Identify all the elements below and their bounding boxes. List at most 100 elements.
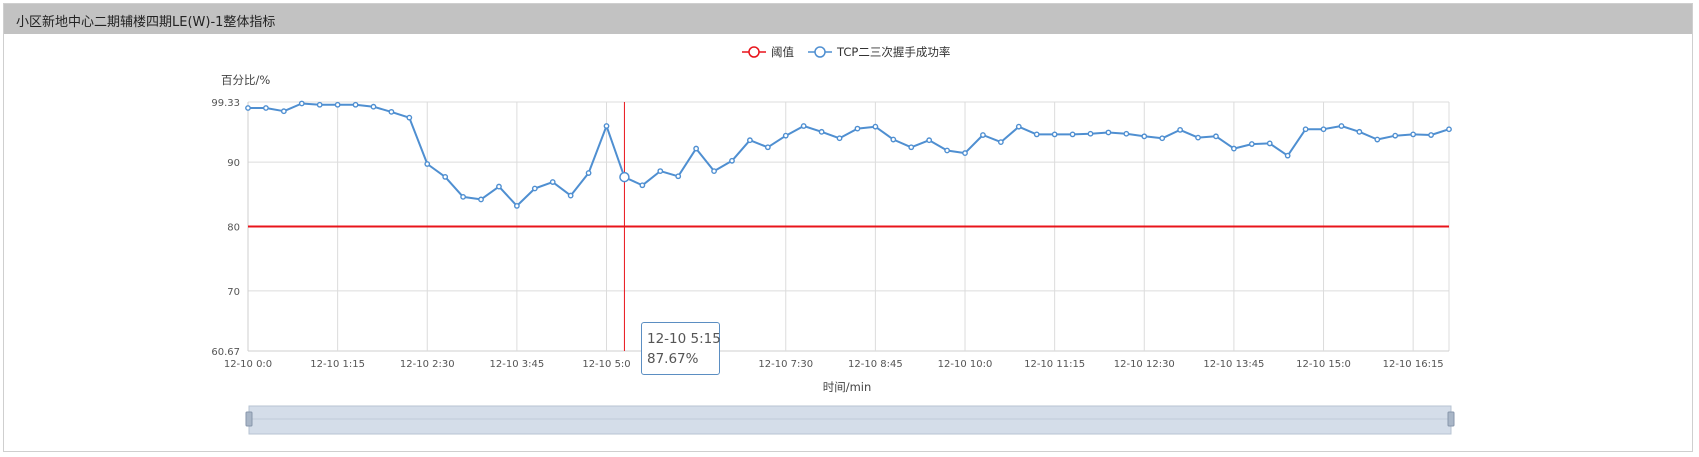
- data-point: [478, 196, 484, 203]
- data-point: [657, 168, 664, 175]
- data-point: [316, 101, 323, 108]
- data-point: [1033, 131, 1040, 138]
- x-axis-label: 时间/min: [823, 380, 872, 394]
- x-tick-label: 12-10 10:0: [938, 359, 993, 370]
- data-point: [926, 137, 933, 144]
- y-axis-label: 百分比/%: [221, 73, 270, 87]
- data-point: [1284, 152, 1291, 159]
- data-point: [1392, 132, 1399, 139]
- y-tick-label: 70: [227, 287, 240, 298]
- x-tick-label: 12-10 0:0: [224, 359, 272, 370]
- panel-header: 小区新地中心二期辅楼四期LE(W)-1整体指标: [4, 4, 1692, 34]
- y-tick-label: 99.33: [211, 98, 240, 109]
- data-point: [980, 132, 986, 138]
- tooltip-time: 12-10 5:15: [647, 331, 721, 347]
- legend-item[interactable]: TCP二三次握手成功率: [808, 45, 950, 59]
- slider-left-handle[interactable]: [245, 411, 253, 427]
- x-tick-label: 12-10 8:45: [848, 359, 903, 370]
- data-point: [1141, 133, 1148, 140]
- series-layer: [245, 100, 1452, 351]
- data-point: [370, 103, 377, 110]
- data-point: [764, 144, 771, 151]
- legend-item[interactable]: 阈值: [742, 45, 794, 59]
- legend-marker-icon: [814, 46, 826, 58]
- x-tick-label: 12-10 12:30: [1114, 359, 1175, 370]
- slider-right-handle[interactable]: [1447, 411, 1455, 427]
- x-tick-label: 12-10 1:15: [310, 359, 365, 370]
- highlight-point: [619, 171, 630, 183]
- data-point: [962, 150, 968, 156]
- data-point: [997, 139, 1004, 146]
- data-zoom-slider[interactable]: [245, 405, 1455, 435]
- data-point: [1015, 123, 1022, 130]
- data-point: [1356, 128, 1363, 135]
- data-point: [496, 183, 502, 190]
- data-point: [531, 185, 538, 192]
- data-point: [442, 174, 449, 180]
- data-point: [585, 170, 592, 176]
- data-point: [1195, 134, 1201, 141]
- x-axis-ticks: 12-10 0:0 12-10 1:15 12-10 2:30 12-10 3:45 1…: [224, 359, 1444, 370]
- data-point: [1051, 131, 1058, 138]
- data-point: [1230, 145, 1237, 152]
- data-point: [693, 145, 700, 152]
- data-point: [836, 135, 843, 142]
- data-point: [424, 161, 431, 167]
- data-point: [872, 123, 879, 130]
- data-point: [352, 101, 359, 108]
- data-point: [747, 137, 753, 144]
- tooltip: 12-10 5:15 87.67%: [641, 322, 721, 375]
- legend-label: 阈值: [771, 45, 794, 59]
- data-point: [854, 125, 861, 132]
- y-axis-ticks: 99.33 90 80 70 60.67: [211, 98, 240, 358]
- data-point: [1320, 126, 1327, 133]
- data-point: [1446, 126, 1452, 133]
- data-point: [1069, 131, 1076, 138]
- data-point: [729, 157, 735, 164]
- panel-title: 小区新地中心二期辅楼四期LE(W)-1整体指标: [16, 15, 276, 30]
- y-tick-label: 80: [227, 223, 240, 234]
- data-point: [1177, 126, 1184, 133]
- data-point: [908, 144, 915, 151]
- x-tick-label: 12-10 13:45: [1203, 359, 1264, 370]
- x-tick-label: 12-10 7:30: [758, 359, 813, 370]
- legend-marker-icon: [748, 46, 760, 58]
- data-point: [298, 100, 305, 107]
- slider-track[interactable]: [248, 405, 1452, 435]
- data-point: [1428, 132, 1434, 138]
- data-point: [711, 168, 717, 175]
- data-point: [280, 108, 287, 115]
- data-point: [549, 179, 556, 185]
- data-point: [513, 202, 520, 209]
- data-point: [1266, 140, 1273, 147]
- data-point: [944, 147, 950, 154]
- data-point: [1159, 135, 1166, 142]
- y-tick-label: 90: [227, 158, 240, 169]
- legend-label: TCP二三次握手成功率: [836, 45, 950, 59]
- data-point: [567, 192, 574, 199]
- x-tick-label: 12-10 16:15: [1383, 359, 1444, 370]
- data-point: [1248, 141, 1255, 147]
- data-point: [1087, 130, 1094, 137]
- data-point: [263, 105, 269, 111]
- data-point: [388, 108, 395, 115]
- data-point: [460, 193, 467, 200]
- data-point: [1123, 130, 1130, 137]
- data-point: [1338, 123, 1345, 129]
- x-tick-label: 12-10 5:0: [582, 359, 630, 370]
- data-point: [1302, 126, 1309, 133]
- data-point: [800, 123, 807, 129]
- data-point: [245, 105, 251, 111]
- data-point: [406, 114, 413, 121]
- x-tick-label: 12-10 15:0: [1296, 359, 1351, 370]
- x-tick-label: 12-10 2:30: [400, 359, 455, 370]
- legend[interactable]: 阈值 TCP二三次握手成功率: [742, 45, 950, 59]
- tooltip-value: 87.67%: [647, 351, 699, 367]
- data-point: [639, 182, 646, 189]
- success-rate-line: [248, 102, 1450, 207]
- data-point: [1105, 129, 1112, 136]
- x-tick-label: 12-10 11:15: [1024, 359, 1085, 370]
- data-point: [603, 123, 610, 129]
- data-point: [1410, 131, 1417, 138]
